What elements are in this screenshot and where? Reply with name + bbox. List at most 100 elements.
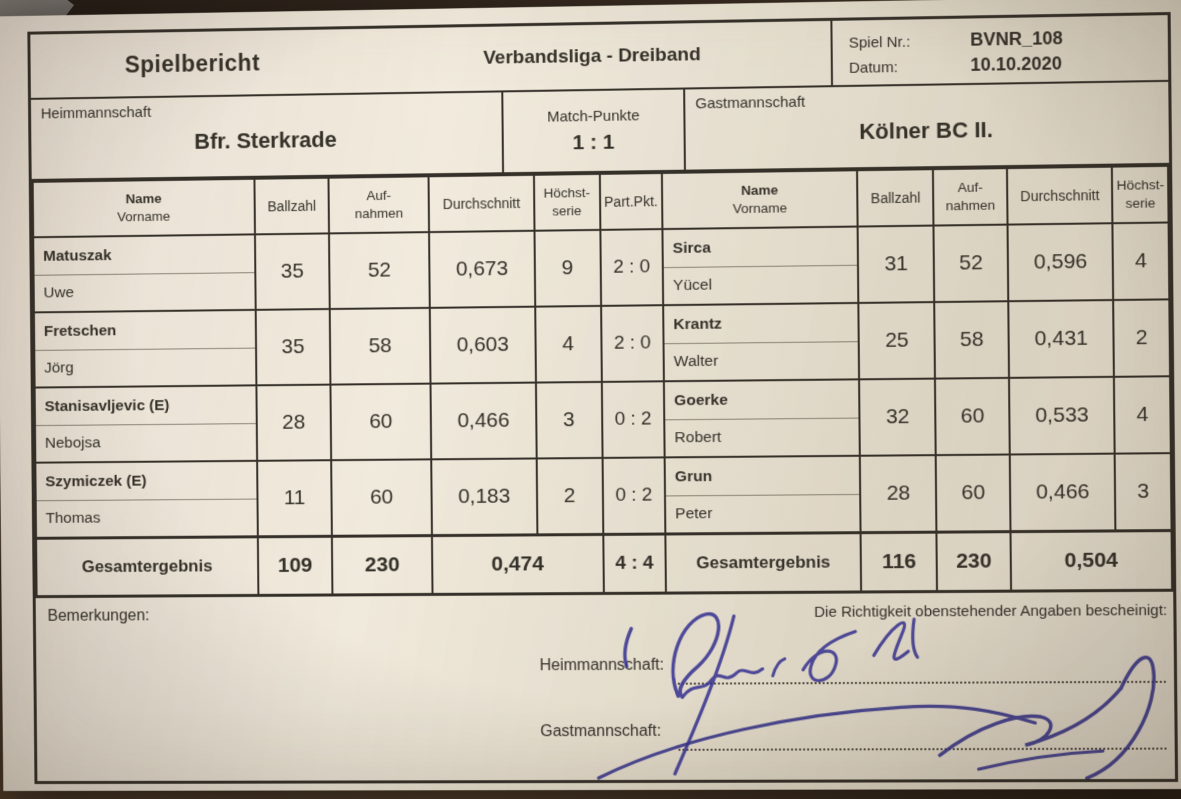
totals-row: Gesamtergebnis 109 230 0,474 4 : 4 Gesam… [36, 530, 1173, 596]
col-header-hoechstserie-guest: Höchst-serie [1112, 165, 1169, 224]
guest-total-durchschnitt: 0,504 [1010, 530, 1173, 591]
guest-durchschnitt: 0,466 [1009, 453, 1116, 532]
footer-section: Bemerkungen: Die Richtigkeit obenstehend… [35, 590, 1176, 781]
col-header-ballzahl-home: Ballzahl [254, 177, 330, 235]
guest-player-firstname: Peter [675, 505, 713, 523]
header-name: Name [125, 190, 162, 207]
guest-hoechstserie: 4 [1114, 376, 1171, 454]
col-header-name-guest: Name Vorname [662, 170, 858, 230]
guest-ballzahl: 25 [858, 302, 936, 380]
home-player-name-cell: Fretschen Jörg [33, 309, 257, 388]
home-ballzahl: 11 [257, 460, 332, 537]
home-player-surname: Stanisavljevic (E) [35, 386, 256, 427]
header-aufnahmen-2: nahmen [945, 197, 996, 214]
guest-player-surname: Sirca [663, 227, 858, 269]
col-header-name-home: Name Vorname [32, 178, 256, 238]
col-header-partpkt: Part.Pkt. [599, 173, 663, 230]
home-aufnahmen: 52 [329, 232, 430, 310]
match-points-cell: Match-Punkte 1 : 1 [501, 89, 686, 173]
home-team-label: Heimmannschaft [40, 103, 152, 123]
guest-aufnahmen: 60 [935, 377, 1010, 456]
match-row-1: Matuszak Uwe 35 52 0,673 9 2 : 0 Sirca Y… [33, 222, 1170, 313]
home-signature-label: Heimmannschaft: [539, 656, 665, 674]
home-hoechstserie: 3 [535, 381, 603, 459]
signatures-overlay [36, 591, 1175, 780]
col-header-aufnahmen-guest: Auf-nahmen [933, 168, 1008, 226]
guest-aufnahmen: 60 [936, 454, 1011, 533]
match-points-value: 1 : 1 [572, 130, 615, 154]
match-meta-box: Spiel Nr.: BVNR_108 Datum: 10.10.2020 [830, 15, 1169, 86]
guest-durchschnitt: 0,533 [1009, 376, 1116, 455]
header-hoechst-2: serie [1125, 195, 1156, 211]
home-aufnahmen: 60 [330, 383, 432, 461]
guest-player-name-cell: Krantz Walter [663, 302, 860, 382]
home-hoechstserie: 2 [536, 457, 603, 535]
guest-player-name-cell: Sirca Yücel [662, 226, 859, 306]
partie-punkte: 2 : 0 [600, 305, 665, 382]
home-player-name-cell: Matuszak Uwe [33, 234, 256, 313]
home-player-firstname: Nebojsa [44, 434, 101, 452]
results-table: Name Vorname Ballzahl Auf-nahmen Durchsch… [32, 165, 1173, 597]
home-player-firstname: Jörg [44, 359, 74, 377]
match-row-4: Szymiczek (E) Thomas 11 60 0,183 2 0 : 2… [35, 453, 1172, 539]
guest-total-ballzahl: 116 [860, 532, 938, 591]
spiel-nr-value: BVNR_108 [970, 28, 1063, 50]
home-hoechstserie: 4 [534, 305, 602, 383]
home-team-cell: Heimmannschaft Bfr. Sterkrade [31, 92, 502, 179]
guest-ballzahl: 28 [860, 455, 937, 533]
spiel-nr-label: Spiel Nr.: [848, 33, 911, 52]
form-title: Spielbericht [124, 49, 261, 78]
match-row-2: Fretschen Jörg 35 58 0,603 4 2 : 0 Krant… [33, 299, 1171, 388]
home-durchschnitt: 0,183 [431, 458, 538, 536]
guest-team-label: Gastmannschaft [695, 93, 806, 113]
home-player-name-cell: Stanisavljevic (E) Nebojsa [34, 385, 258, 463]
home-player-firstname: Thomas [45, 509, 101, 527]
spiel-nr-row: Spiel Nr.: BVNR_108 [849, 26, 1154, 52]
home-player-surname: Matuszak [34, 235, 255, 276]
home-total-durchschnitt: 0,474 [432, 534, 604, 594]
header-hoechst-1: Höchst- [1116, 176, 1165, 193]
guest-player-surname: Krantz [664, 303, 859, 345]
guest-hoechstserie: 3 [1115, 453, 1172, 531]
guest-player-firstname: Yücel [673, 276, 713, 295]
guest-ballzahl: 31 [857, 225, 935, 303]
header-hoechst-2: serie [552, 203, 582, 219]
home-ballzahl: 35 [255, 309, 331, 386]
home-durchschnitt: 0,466 [430, 382, 537, 460]
guest-player-surname: Grun [665, 456, 860, 497]
guest-player-name-cell: Grun Peter [664, 455, 861, 535]
home-aufnahmen: 58 [329, 307, 431, 385]
certification-text: Die Richtigkeit obenstehender Angaben be… [814, 601, 1168, 621]
header-hoechst-1: Höchst- [543, 184, 591, 201]
home-durchschnitt: 0,603 [429, 306, 536, 384]
header-aufnahmen-2: nahmen [354, 205, 404, 222]
total-partie-punkte: 4 : 4 [602, 534, 667, 593]
header-name: Name [741, 182, 779, 198]
home-hoechstserie: 9 [534, 229, 601, 307]
datum-value: 10.10.2020 [970, 53, 1063, 75]
home-durchschnitt: 0,673 [429, 230, 535, 308]
guest-hoechstserie: 4 [1112, 222, 1170, 301]
guest-player-firstname: Walter [673, 352, 719, 371]
guest-hoechstserie: 2 [1113, 299, 1171, 377]
home-total-ballzahl: 109 [257, 536, 333, 595]
guest-signature-label: Gastmannschaft: [540, 722, 662, 740]
col-header-durchschnitt-guest: Durchschnitt [1007, 166, 1113, 225]
col-header-hoechstserie-home: Höchst-serie [533, 173, 601, 231]
remarks-label: Bemerkungen: [47, 606, 150, 625]
header-aufnahmen-1: Auf- [957, 179, 983, 195]
datum-label: Datum: [848, 58, 898, 77]
header-vorname: Vorname [732, 200, 788, 217]
guest-team-name: Kölner BC II. [859, 116, 994, 145]
home-ballzahl: 28 [256, 384, 332, 461]
col-header-durchschnitt-home: Durchschnitt [428, 174, 535, 233]
partie-punkte: 0 : 2 [602, 457, 666, 535]
guest-player-name-cell: Goerke Robert [664, 379, 861, 458]
guest-totals-label: Gesamtergebnis [665, 532, 862, 593]
guest-total-aufnahmen: 230 [936, 531, 1012, 591]
home-total-aufnahmen: 230 [331, 535, 433, 594]
guest-durchschnitt: 0,596 [1007, 223, 1114, 302]
home-aufnahmen: 60 [331, 459, 433, 537]
match-row-3: Stanisavljevic (E) Nebojsa 28 60 0,466 3… [34, 376, 1171, 463]
